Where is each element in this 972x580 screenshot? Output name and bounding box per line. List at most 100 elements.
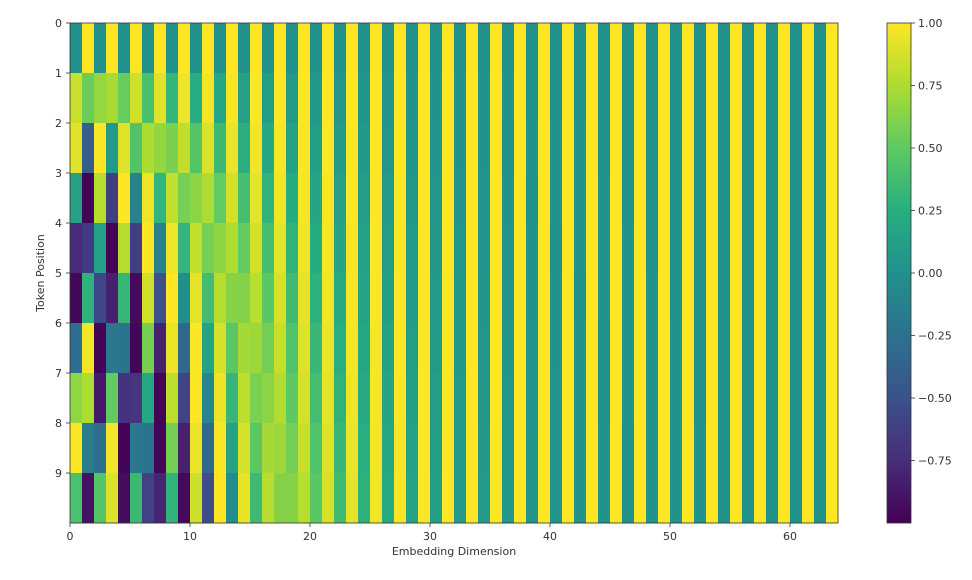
heatmap-cell bbox=[238, 73, 251, 124]
heatmap-cell bbox=[538, 223, 551, 274]
heatmap-cell bbox=[670, 223, 683, 274]
heatmap-cell bbox=[214, 323, 227, 374]
heatmap-cell bbox=[586, 23, 599, 74]
heatmap-cell bbox=[622, 423, 635, 474]
colorbar bbox=[886, 22, 912, 524]
heatmap-cell bbox=[430, 173, 443, 224]
heatmap-cell bbox=[106, 73, 119, 124]
heatmap-cell bbox=[130, 23, 143, 74]
heatmap-cell bbox=[550, 123, 563, 174]
heatmap-cell bbox=[526, 123, 539, 174]
heatmap-cell bbox=[826, 423, 839, 474]
heatmap-cell bbox=[586, 223, 599, 274]
heatmap-cell bbox=[382, 273, 395, 324]
heatmap-cell bbox=[598, 273, 611, 324]
heatmap-cell bbox=[286, 73, 299, 124]
heatmap-cell bbox=[214, 23, 227, 74]
heatmap-cell bbox=[274, 123, 287, 174]
y-tick-label: 9 bbox=[55, 467, 62, 480]
heatmap-cell bbox=[94, 423, 107, 474]
heatmap-cell bbox=[766, 123, 779, 174]
heatmap-cell bbox=[250, 123, 263, 174]
heatmap-cell bbox=[766, 423, 779, 474]
heatmap-cell bbox=[418, 73, 431, 124]
heatmap-cell bbox=[754, 123, 767, 174]
heatmap-cell bbox=[346, 423, 359, 474]
heatmap-cell bbox=[394, 223, 407, 274]
heatmap-cell bbox=[778, 73, 791, 124]
colorbar-tick-label: −0.25 bbox=[918, 330, 952, 343]
heatmap-cell bbox=[706, 473, 719, 524]
heatmap-cell bbox=[466, 273, 479, 324]
heatmap-cell bbox=[274, 273, 287, 324]
heatmap-cell bbox=[658, 23, 671, 74]
heatmap-cell bbox=[790, 23, 803, 74]
heatmap-cell bbox=[130, 123, 143, 174]
heatmap-cell bbox=[634, 273, 647, 324]
heatmap-cell bbox=[694, 123, 707, 174]
heatmap-cell bbox=[370, 123, 383, 174]
heatmap-cell bbox=[610, 23, 623, 74]
heatmap-cell bbox=[154, 73, 167, 124]
heatmap-cell bbox=[346, 373, 359, 424]
heatmap-cell bbox=[298, 173, 311, 224]
heatmap-cell bbox=[106, 273, 119, 324]
heatmap-cell bbox=[178, 323, 191, 374]
heatmap-cell bbox=[718, 273, 731, 324]
heatmap-cell bbox=[586, 323, 599, 374]
heatmap-cell bbox=[598, 473, 611, 524]
heatmap-cell bbox=[778, 323, 791, 374]
heatmap-cell bbox=[790, 223, 803, 274]
heatmap-cell bbox=[754, 223, 767, 274]
heatmap-cell bbox=[598, 23, 611, 74]
heatmap-cell bbox=[562, 473, 575, 524]
heatmap-cell bbox=[118, 173, 131, 224]
heatmap-cell bbox=[238, 423, 251, 474]
heatmap-cell bbox=[454, 323, 467, 374]
heatmap-cell bbox=[706, 273, 719, 324]
heatmap-cell bbox=[130, 323, 143, 374]
heatmap-cell bbox=[214, 273, 227, 324]
x-tick-label: 30 bbox=[423, 530, 437, 543]
heatmap-cell bbox=[526, 173, 539, 224]
heatmap-cell bbox=[418, 323, 431, 374]
heatmap-cell bbox=[790, 73, 803, 124]
heatmap-cell bbox=[166, 173, 179, 224]
heatmap-cell bbox=[598, 173, 611, 224]
heatmap-cell bbox=[574, 473, 587, 524]
heatmap-cell bbox=[106, 23, 119, 74]
heatmap-cell bbox=[334, 73, 347, 124]
heatmap-cell bbox=[814, 323, 827, 374]
heatmap-cell bbox=[370, 323, 383, 374]
heatmap-cell bbox=[502, 223, 515, 274]
heatmap-cell bbox=[742, 123, 755, 174]
heatmap-cell bbox=[130, 473, 143, 524]
heatmap-cell bbox=[358, 23, 371, 74]
heatmap-cell bbox=[562, 323, 575, 374]
heatmap-cell bbox=[202, 73, 215, 124]
heatmap-cell bbox=[286, 273, 299, 324]
heatmap-cell bbox=[226, 173, 239, 224]
heatmap-cell bbox=[706, 323, 719, 374]
heatmap-cell bbox=[802, 323, 815, 374]
heatmap-cell bbox=[190, 323, 203, 374]
heatmap-cell bbox=[334, 473, 347, 524]
heatmap-cell bbox=[430, 373, 443, 424]
heatmap-cell bbox=[670, 473, 683, 524]
heatmap-cell bbox=[514, 373, 527, 424]
heatmap-cell bbox=[766, 173, 779, 224]
heatmap-cell bbox=[610, 423, 623, 474]
heatmap-cell bbox=[190, 73, 203, 124]
heatmap-cell bbox=[574, 73, 587, 124]
heatmap-cell bbox=[154, 323, 167, 374]
heatmap-cell bbox=[250, 423, 263, 474]
heatmap-cell bbox=[550, 223, 563, 274]
heatmap-cell bbox=[190, 423, 203, 474]
heatmap-cell bbox=[466, 323, 479, 374]
heatmap-cell bbox=[106, 223, 119, 274]
heatmap-cell bbox=[262, 473, 275, 524]
heatmap-cell bbox=[250, 323, 263, 374]
heatmap-cell bbox=[526, 223, 539, 274]
x-tick-label: 0 bbox=[67, 530, 74, 543]
heatmap-cell bbox=[358, 173, 371, 224]
